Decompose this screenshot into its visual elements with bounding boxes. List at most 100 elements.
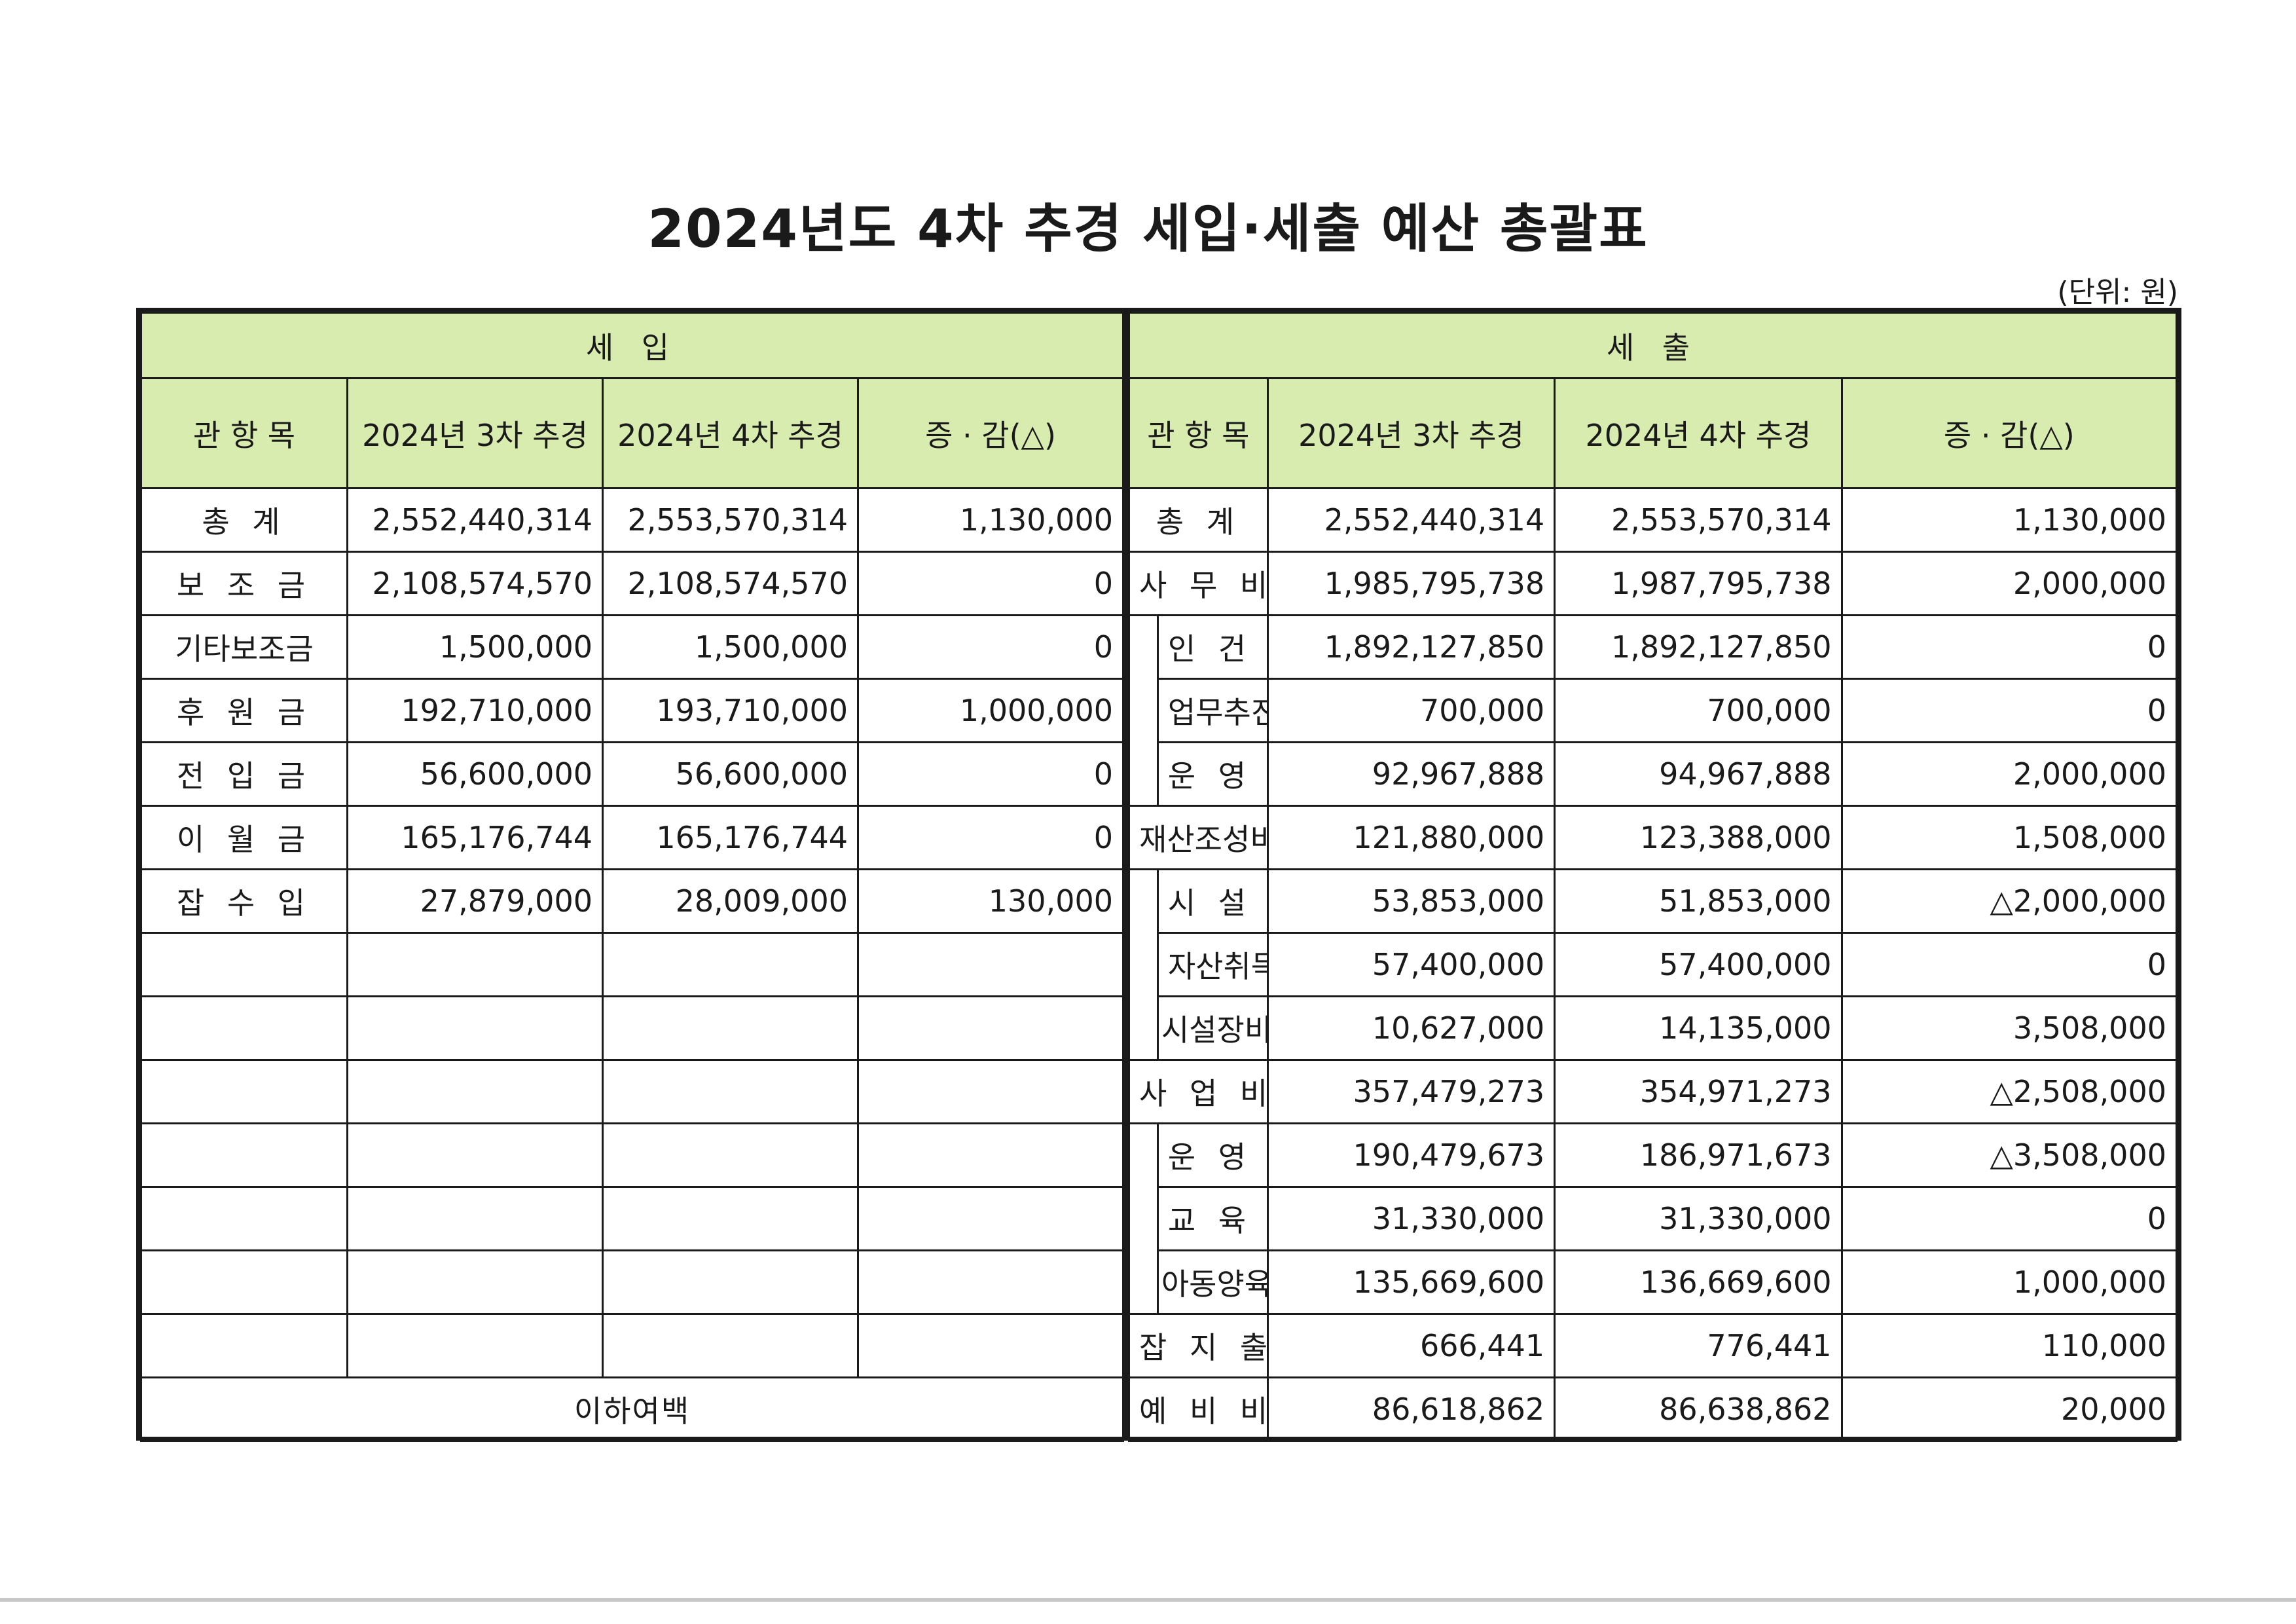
- expenditure-group-header: 세 출: [1128, 312, 2178, 379]
- table-row: 보 조 금 2,108,574,570 2,108,574,570 0: [140, 551, 1124, 616]
- row-diff: 0: [1840, 614, 2178, 680]
- row-curr: 28,009,000: [602, 868, 859, 934]
- row-prev: 135,669,600: [1266, 1249, 1556, 1315]
- row-name: 잡 지 출: [1128, 1313, 1269, 1378]
- row-prev: 56,600,000: [346, 741, 604, 807]
- row-name: 사 무 비: [1128, 551, 1269, 616]
- scan-edge-line: [0, 1598, 2296, 1602]
- row-curr: 57,400,000: [1554, 932, 1843, 997]
- row-name: 기타보조금: [140, 614, 348, 680]
- table-row: 전 입 금 56,600,000 56,600,000 0: [140, 741, 1124, 807]
- row-name: 업무추진비: [1156, 678, 1269, 743]
- row-curr: 31,330,000: [1554, 1186, 1843, 1251]
- row-curr: 700,000: [1554, 678, 1843, 743]
- indent-spacer: [1128, 615, 1159, 679]
- indent-spacer: [1128, 678, 1159, 743]
- row-name: 재산조성비: [1128, 805, 1269, 870]
- row-diff: 1,130,000: [857, 487, 1124, 553]
- row-curr: 165,176,744: [602, 805, 859, 870]
- revenue-header-prev: 2024년 3차 추경: [346, 377, 604, 489]
- row-diff: △2,000,000: [1840, 868, 2178, 934]
- revenue-table-frame: 세 입 관 항 목 2024년 3차 추경 2024년 4차 추경 증 · 감(…: [136, 308, 1126, 1442]
- table-row: 운 영 비 190,479,673 186,971,673 △3,508,000: [1128, 1122, 2178, 1188]
- table-row: 업무추진비 700,000 700,000 0: [1128, 678, 2178, 743]
- row-name: 운 영 비: [1156, 1122, 1269, 1188]
- table-row: 후 원 금 192,710,000 193,710,000 1,000,000: [140, 678, 1124, 743]
- row-curr: 186,971,673: [1554, 1122, 1843, 1188]
- row-diff: 20,000: [1840, 1376, 2178, 1442]
- row-prev: 1,892,127,850: [1266, 614, 1556, 680]
- expenditure-header-prev: 2024년 3차 추경: [1266, 377, 1556, 489]
- row-curr: 193,710,000: [602, 678, 859, 743]
- row-name: 아동양육사업비: [1156, 1249, 1269, 1315]
- row-curr: 94,967,888: [1554, 741, 1843, 807]
- row-diff: 110,000: [1840, 1313, 2178, 1378]
- empty-row: [140, 995, 1124, 1061]
- row-curr: 1,987,795,738: [1554, 551, 1843, 616]
- row-diff: 0: [1840, 1186, 2178, 1251]
- row-curr: 1,500,000: [602, 614, 859, 680]
- row-prev: 165,176,744: [346, 805, 604, 870]
- empty-row: [140, 1122, 1124, 1188]
- indent-spacer: [1128, 869, 1159, 933]
- row-prev: 92,967,888: [1266, 741, 1556, 807]
- table-row: 시 설 비 53,853,000 51,853,000 △2,000,000: [1128, 868, 2178, 934]
- revenue-header-curr: 2024년 4차 추경: [602, 377, 859, 489]
- revenue-header-diff: 증 · 감(△): [857, 377, 1124, 489]
- row-prev: 53,853,000: [1266, 868, 1556, 934]
- empty-row: [140, 1313, 1124, 1378]
- row-curr: 2,553,570,314: [1554, 487, 1843, 553]
- table-row: 아동양육사업비 135,669,600 136,669,600 1,000,00…: [1128, 1249, 2178, 1315]
- indent-spacer: [1128, 742, 1159, 806]
- row-diff: 130,000: [857, 868, 1124, 934]
- row-curr: 86,638,862: [1554, 1376, 1843, 1442]
- blank-below-note: 이하여백: [140, 1376, 1124, 1442]
- row-name: 시설장비유지비: [1156, 995, 1269, 1061]
- revenue-header-category: 관 항 목: [140, 377, 348, 489]
- row-curr: 1,892,127,850: [1554, 614, 1843, 680]
- row-name: 이 월 금: [140, 805, 348, 870]
- row-name: 보 조 금: [140, 551, 348, 616]
- table-row: 총 계 2,552,440,314 2,553,570,314 1,130,00…: [1128, 487, 2178, 553]
- row-diff: △3,508,000: [1840, 1122, 2178, 1188]
- row-diff: 2,000,000: [1840, 741, 2178, 807]
- document-title: 2024년도 4차 추경 세입·세출 예산 총괄표: [647, 198, 1649, 259]
- revenue-table: 세 입 관 항 목 2024년 3차 추경 2024년 4차 추경 증 · 감(…: [140, 312, 1124, 1442]
- row-prev: 86,618,862: [1266, 1376, 1556, 1442]
- table-row: 잡 수 입 27,879,000 28,009,000 130,000: [140, 868, 1124, 934]
- row-curr: 136,669,600: [1554, 1249, 1843, 1315]
- row-prev: 700,000: [1266, 678, 1556, 743]
- row-prev: 1,500,000: [346, 614, 604, 680]
- row-name: 교 육 비: [1156, 1186, 1269, 1251]
- revenue-group-header: 세 입: [140, 312, 1124, 379]
- row-diff: 2,000,000: [1840, 551, 2178, 616]
- row-diff: 1,508,000: [1840, 805, 2178, 870]
- row-curr: 56,600,000: [602, 741, 859, 807]
- footer-row: 이하여백: [140, 1376, 1124, 1442]
- table-row: 자산취득비 57,400,000 57,400,000 0: [1128, 932, 2178, 997]
- expenditure-header-curr: 2024년 4차 추경: [1554, 377, 1843, 489]
- row-diff: 3,508,000: [1840, 995, 2178, 1061]
- table-row: 인 건 비 1,892,127,850 1,892,127,850 0: [1128, 614, 2178, 680]
- row-prev: 2,552,440,314: [346, 487, 604, 553]
- table-row: 기타보조금 1,500,000 1,500,000 0: [140, 614, 1124, 680]
- row-diff: 1,000,000: [1840, 1249, 2178, 1315]
- table-row: 사 업 비 357,479,273 354,971,273 △2,508,000: [1128, 1059, 2178, 1124]
- row-prev: 57,400,000: [1266, 932, 1556, 997]
- row-prev: 27,879,000: [346, 868, 604, 934]
- row-diff: 1,130,000: [1840, 487, 2178, 553]
- row-curr: 2,108,574,570: [602, 551, 859, 616]
- row-name: 후 원 금: [140, 678, 348, 743]
- expenditure-header-category: 관 항 목: [1128, 377, 1269, 489]
- row-prev: 10,627,000: [1266, 995, 1556, 1061]
- table-row: 사 무 비 1,985,795,738 1,987,795,738 2,000,…: [1128, 551, 2178, 616]
- row-name: 자산취득비: [1156, 932, 1269, 997]
- row-curr: 14,135,000: [1554, 995, 1843, 1061]
- indent-spacer: [1128, 996, 1159, 1060]
- row-prev: 666,441: [1266, 1313, 1556, 1378]
- row-diff: 1,000,000: [857, 678, 1124, 743]
- row-diff: 0: [857, 741, 1124, 807]
- row-name: 잡 수 입: [140, 868, 348, 934]
- table-row: 잡 지 출 666,441 776,441 110,000: [1128, 1313, 2178, 1378]
- row-name: 사 업 비: [1128, 1059, 1269, 1124]
